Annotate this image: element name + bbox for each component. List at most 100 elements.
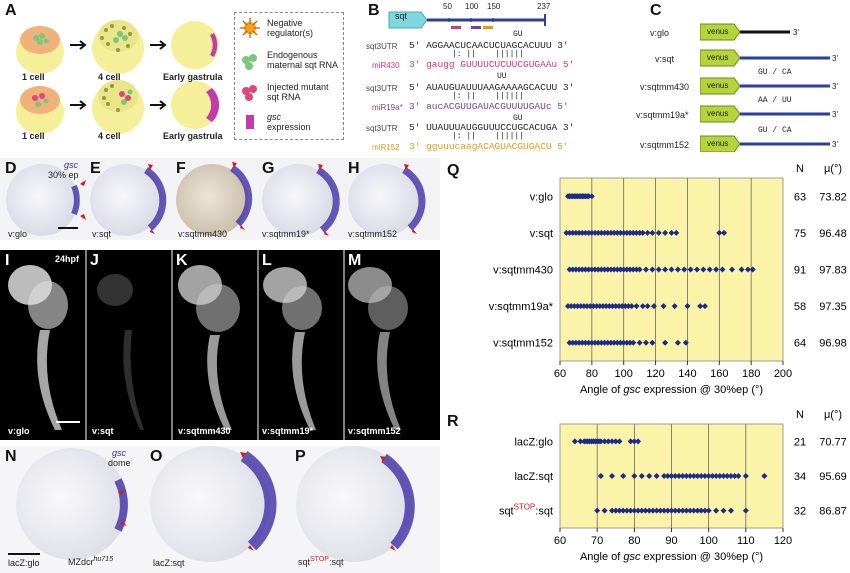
data-point-0-2-35 (719, 266, 726, 273)
data-point-0-4-1 (569, 339, 576, 346)
data-point-1-1-18 (701, 473, 708, 479)
data-point-0-3-7 (587, 303, 594, 310)
data-point-0-3-13 (606, 303, 613, 310)
data-point-1-1-15 (690, 473, 697, 479)
data-point-0-2-14 (611, 266, 618, 273)
data-point-0-2-26 (662, 266, 669, 273)
row-mu-0-3: 97.35 (819, 301, 847, 313)
photo-J (97, 274, 144, 430)
data-point-0-3-15 (612, 303, 619, 310)
xtick-label-1-70: 70 (591, 535, 603, 547)
data-point-0-4-8 (592, 339, 599, 346)
b-pairs-1: |: || |||||| (452, 50, 525, 59)
b-bulge-3: GU (513, 114, 523, 123)
b-utr-seq-3: 5' UUAUUUAUGGUUUCCUGCACUGA 3' (409, 122, 575, 133)
data-point-1-1-27 (735, 473, 742, 479)
data-point-0-1-11 (598, 229, 605, 236)
data-point-1-0-13 (605, 438, 612, 445)
utr-tick-150: 150 (487, 2, 501, 11)
b-utr-label-3: sqt3UTR (366, 124, 398, 133)
data-point-0-1-20 (627, 229, 634, 236)
gsc-expression-icon (246, 115, 254, 129)
n-construct-label: lacZ:glo (8, 558, 40, 568)
panel-label-J: J (90, 252, 99, 269)
data-point-0-1-28 (662, 229, 669, 236)
data-point-0-3-10 (596, 303, 603, 310)
n-dome-label: dome (108, 458, 131, 468)
panel-label-F: F (176, 160, 186, 177)
data-point-1-0-17 (627, 438, 634, 445)
d-gsc-label: gsc (64, 160, 78, 170)
xtick-label-0-180: 180 (742, 368, 760, 380)
construct-mm19 (700, 105, 830, 123)
col-n-header-0: N (796, 163, 804, 175)
construct-sqt (700, 49, 830, 67)
panel-label-P: P (295, 448, 306, 465)
data-point-1-2-22 (683, 507, 690, 514)
data-point-0-3-9 (593, 303, 600, 310)
data-point-0-3-12 (603, 303, 610, 310)
data-point-0-2-20 (630, 266, 637, 273)
data-point-1-1-16 (694, 473, 701, 479)
data-point-0-4-0 (566, 339, 573, 346)
construct-mm430 (700, 77, 830, 95)
data-point-0-2-23 (643, 266, 650, 273)
data-point-0-2-13 (607, 266, 614, 273)
data-point-0-4-22 (643, 339, 650, 346)
data-point-1-0-12 (601, 438, 608, 445)
legend-neg-reg: Negative regulator(s) (267, 18, 314, 38)
data-point-1-0-15 (612, 438, 619, 445)
injected-rna-icon (242, 85, 257, 101)
photos-N-P (0, 446, 440, 573)
xtick-label-0-80: 80 (586, 368, 598, 380)
photo-E (90, 164, 167, 236)
utr-tick-100: 100 (465, 2, 479, 11)
data-point-0-4-5 (582, 339, 589, 346)
data-point-1-2-1 (601, 507, 608, 514)
data-point-1-1-28 (742, 473, 749, 479)
data-point-0-0-15 (566, 193, 573, 200)
data-point-1-0-1 (577, 438, 584, 445)
data-point-0-3-4 (577, 303, 584, 310)
xtick-label-1-80: 80 (628, 535, 640, 547)
b-mir-label-3: miR152 (372, 143, 400, 152)
data-point-0-3-14 (609, 303, 616, 310)
panel-label-L: L (262, 252, 272, 269)
row-mu-1-2: 86.87 (819, 506, 847, 518)
c-name-1: v:glo (650, 28, 670, 38)
utr-tick-50: 50 (443, 2, 452, 11)
data-point-1-0-19 (635, 438, 642, 445)
row-mu-1-1: 95.69 (819, 471, 847, 483)
data-point-0-2-34 (713, 266, 720, 273)
i-construct-label: v:glo (8, 426, 30, 436)
gene-box-label: sqt (395, 11, 408, 21)
xtick-label-0-160: 160 (710, 368, 728, 380)
data-point-1-2-32 (742, 507, 749, 514)
c-three-2: 3' (832, 54, 838, 63)
n-genotype-main: MZdcr (68, 557, 94, 567)
c-venus-5: venus (707, 139, 729, 148)
data-point-0-1-18 (620, 229, 627, 236)
data-point-0-3-24 (650, 303, 657, 310)
x-axis-label-pre-0: Angle of (580, 384, 623, 396)
row-label-0-2: v:sqtmm430 (493, 265, 553, 277)
data-point-0-2-6 (585, 266, 592, 273)
row-label-sup-1-2: STOP (514, 503, 536, 512)
data-point-0-3-16 (615, 303, 622, 310)
c-three-3: 3' (832, 82, 838, 91)
row-label-0-3: v:sqtmm19a* (489, 301, 554, 313)
row-label-pre-1-2: sqt (499, 506, 514, 518)
data-point-1-1-25 (727, 473, 734, 479)
data-point-0-2-36 (729, 266, 736, 273)
x-axis-label-em-1: gsc (623, 551, 641, 563)
data-point-0-3-17 (619, 303, 626, 310)
embryo-4cell-bottom (92, 80, 144, 134)
row-n-0-3: 58 (794, 301, 806, 313)
c-name-5: v:sqtmm152 (640, 140, 690, 150)
data-point-0-2-9 (595, 266, 602, 273)
stage-1cell-bottom: 1 cell (22, 131, 45, 141)
chart-R: 60 70 80 90 100 110 120 N μ(°) lacZ:glo 21 70.77 lac… (499, 410, 847, 563)
data-point-1-1-1 (609, 473, 616, 479)
data-point-1-1-24 (724, 473, 731, 479)
col-mu-header-1: μ(°) (824, 410, 842, 421)
